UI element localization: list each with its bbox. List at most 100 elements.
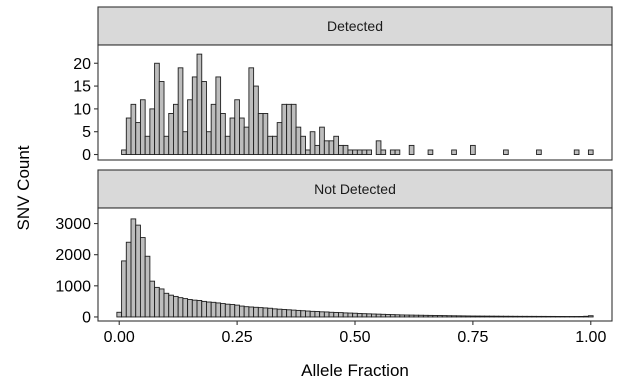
histogram-bar: [196, 53, 203, 155]
histogram-bar: [338, 312, 344, 318]
histogram-bar: [550, 315, 556, 318]
histogram-bar: [536, 149, 542, 155]
histogram-bar: [286, 309, 292, 318]
y-tick-label: 15: [73, 79, 91, 96]
histogram-bar: [347, 312, 354, 318]
histogram-bar: [135, 122, 141, 155]
histogram-bar: [470, 315, 476, 318]
histogram-bar: [375, 313, 382, 318]
histogram-bar: [239, 117, 245, 155]
histogram-bar: [437, 315, 443, 318]
histogram-bar: [201, 81, 207, 155]
y-ticks-detected: 0 5 10 15 20: [73, 56, 98, 164]
histogram-bar: [451, 149, 457, 155]
histogram-bar: [399, 314, 405, 318]
panel-not-detected: Not Detected 0 1000 2000 3000: [55, 169, 613, 326]
histogram-bar: [540, 315, 547, 318]
histogram-bar: [220, 303, 226, 318]
x-tick-label: 0.00: [104, 329, 135, 346]
histogram-bar: [394, 149, 401, 155]
histogram-bar: [125, 241, 132, 318]
histogram-bar: [177, 67, 184, 155]
histogram-bar: [130, 103, 137, 155]
histogram-bar: [206, 301, 212, 318]
histogram-bar: [583, 315, 589, 318]
histogram-bar: [366, 313, 372, 318]
histogram-bar: [182, 298, 189, 318]
histogram-bar: [144, 135, 151, 155]
histogram-bar: [536, 315, 542, 318]
histogram-bar: [224, 135, 231, 155]
histogram-bar: [361, 149, 368, 155]
histogram-bar: [432, 315, 438, 318]
histogram-bar: [139, 237, 146, 318]
histogram-bar: [493, 315, 500, 318]
histogram-bar: [276, 122, 283, 155]
histogram-bar: [201, 300, 207, 318]
histogram-bar: [290, 309, 297, 318]
histogram-bar: [144, 255, 151, 318]
y-tick-label: 2000: [55, 247, 91, 264]
histogram-bar: [319, 126, 325, 155]
histogram-bar: [276, 308, 283, 318]
histogram-bar: [191, 76, 198, 155]
histogram-bar: [333, 135, 339, 155]
histogram-bar: [121, 260, 127, 318]
facet-strip-not-detected: [97, 169, 613, 209]
histogram-bar: [385, 314, 391, 318]
y-tick-label: 1000: [55, 278, 91, 295]
histogram-bar: [234, 99, 240, 155]
histogram-bar: [366, 149, 372, 155]
histogram-bar: [338, 144, 344, 155]
histogram-bar: [243, 126, 250, 155]
histogram-bar: [149, 280, 156, 318]
histogram-bar: [290, 103, 297, 155]
histogram-bar: [220, 112, 226, 155]
histogram-bar: [257, 307, 264, 318]
facet-label-detected: Detected: [327, 18, 383, 34]
histogram-bar: [253, 306, 259, 318]
y-tick-label: 0: [82, 147, 91, 164]
histogram-bar: [545, 315, 552, 318]
histogram-bar: [215, 76, 222, 155]
histogram-bar: [413, 314, 420, 318]
histogram-bar: [121, 149, 127, 155]
histogram-bar: [267, 135, 273, 155]
histogram-bar: [163, 292, 170, 318]
histogram-bar: [498, 315, 504, 318]
histogram-bar: [554, 316, 561, 318]
histogram-bar: [187, 99, 193, 155]
histogram-bar: [295, 309, 302, 318]
histogram-bar: [210, 301, 217, 318]
y-tick-label: 0: [82, 309, 91, 326]
histogram-bar: [300, 310, 306, 318]
histogram-bar: [182, 131, 189, 155]
histogram-bar: [521, 315, 528, 318]
histogram-bar: [295, 126, 302, 155]
histogram-bar: [517, 315, 523, 318]
histogram-bar: [253, 85, 259, 155]
histogram-bar: [352, 312, 358, 318]
x-tick-label: 1.00: [575, 329, 606, 346]
histogram-bar: [465, 315, 471, 318]
histogram-bar: [356, 313, 363, 318]
histogram-bar: [191, 299, 198, 318]
histogram-bar: [300, 135, 306, 155]
y-tick-label: 10: [73, 101, 91, 118]
histogram-bar: [380, 149, 387, 155]
histogram-bar: [347, 149, 354, 155]
histogram-bar: [427, 149, 434, 155]
histogram-bar: [224, 303, 231, 318]
histogram-bar: [441, 315, 448, 318]
histogram-bar: [239, 305, 245, 318]
y-tick-label: 3000: [55, 216, 91, 233]
histogram-bar: [422, 314, 429, 318]
histogram-bar: [503, 315, 509, 318]
histogram-bar: [389, 149, 396, 155]
y-tick-label: 20: [73, 56, 91, 73]
histogram-bar: [168, 112, 174, 155]
histogram-bar: [267, 307, 273, 318]
histogram-bar: [139, 99, 146, 155]
histogram-bar: [474, 315, 481, 318]
